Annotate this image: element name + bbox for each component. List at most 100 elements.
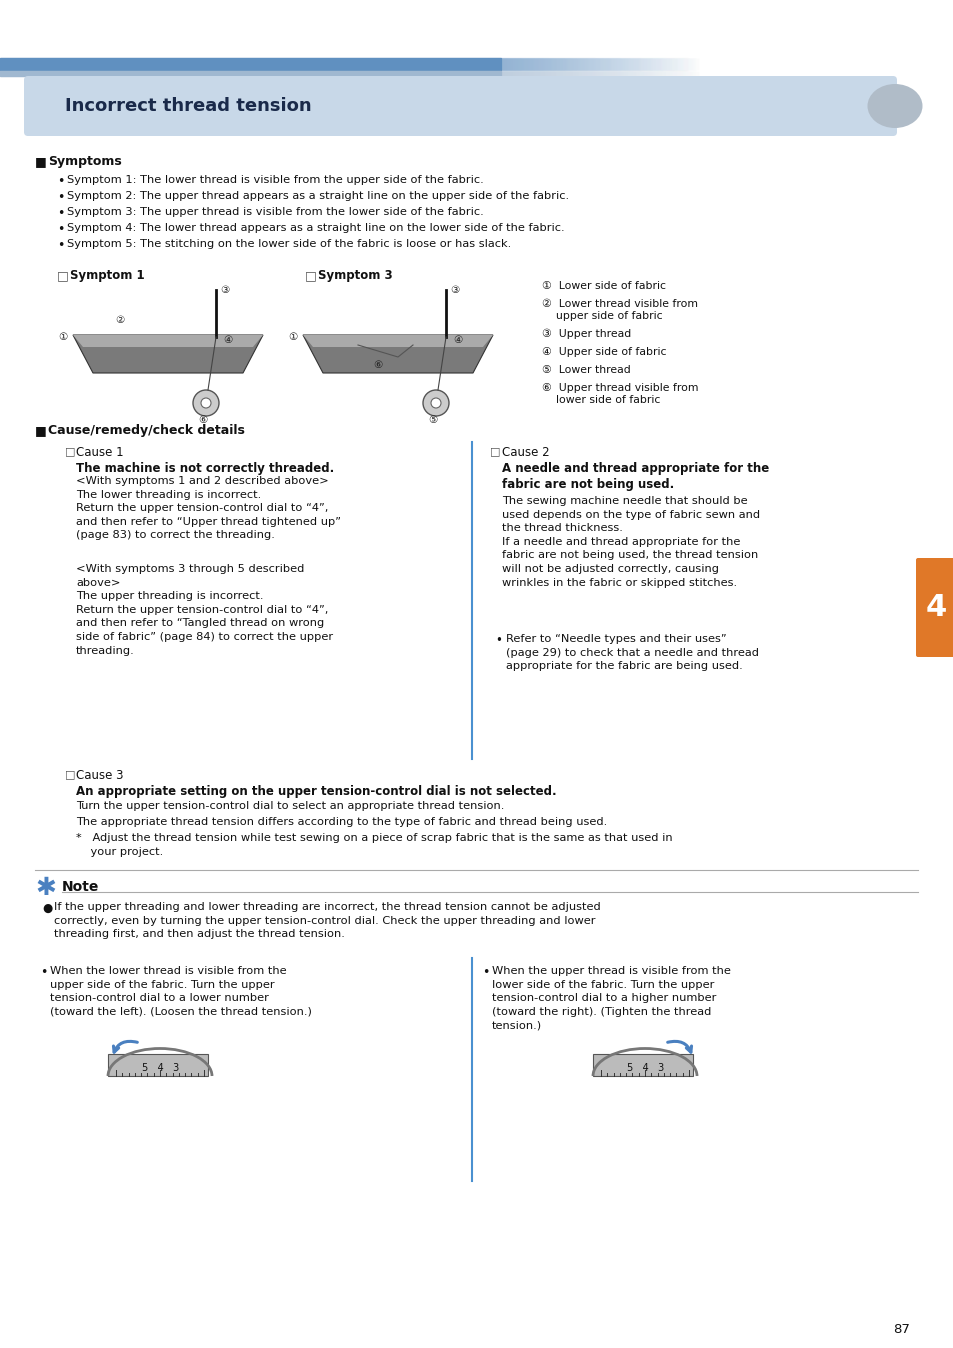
- Bar: [601, 58, 602, 70]
- Bar: [220, 58, 221, 70]
- Bar: [376, 58, 377, 70]
- Bar: [716, 71, 717, 75]
- Bar: [481, 71, 482, 75]
- Bar: [711, 58, 712, 70]
- Bar: [680, 58, 681, 70]
- Bar: [502, 71, 503, 75]
- Bar: [403, 58, 405, 70]
- Bar: [587, 71, 588, 75]
- Bar: [894, 58, 895, 70]
- Bar: [105, 58, 106, 70]
- Text: □: □: [305, 270, 316, 282]
- Bar: [832, 58, 833, 70]
- Bar: [65, 58, 66, 70]
- Bar: [292, 58, 293, 70]
- Bar: [525, 71, 526, 75]
- Bar: [816, 58, 817, 70]
- Bar: [605, 71, 606, 75]
- Bar: [566, 71, 567, 75]
- Bar: [753, 58, 754, 70]
- Bar: [837, 58, 838, 70]
- Bar: [490, 71, 491, 75]
- Bar: [123, 71, 124, 75]
- Bar: [475, 58, 476, 70]
- Bar: [186, 58, 187, 70]
- Bar: [281, 58, 282, 70]
- Bar: [374, 71, 375, 75]
- Bar: [838, 58, 840, 70]
- Bar: [507, 58, 509, 70]
- Bar: [571, 58, 572, 70]
- Bar: [870, 58, 871, 70]
- Bar: [713, 58, 714, 70]
- Bar: [9, 71, 10, 75]
- Bar: [336, 71, 337, 75]
- Bar: [663, 58, 664, 70]
- Bar: [449, 71, 450, 75]
- Bar: [469, 58, 470, 70]
- Bar: [795, 71, 796, 75]
- Bar: [800, 71, 801, 75]
- Bar: [555, 71, 556, 75]
- Bar: [352, 58, 353, 70]
- Bar: [158, 58, 159, 70]
- Bar: [721, 71, 722, 75]
- Bar: [482, 71, 483, 75]
- Bar: [824, 71, 825, 75]
- Bar: [497, 71, 498, 75]
- Bar: [147, 71, 148, 75]
- Bar: [697, 71, 698, 75]
- Bar: [286, 71, 287, 75]
- Bar: [398, 58, 399, 70]
- Bar: [793, 58, 794, 70]
- Bar: [542, 58, 543, 70]
- Bar: [277, 71, 278, 75]
- Bar: [311, 58, 312, 70]
- Bar: [746, 58, 747, 70]
- Bar: [185, 58, 186, 70]
- Bar: [387, 58, 388, 70]
- Bar: [47, 58, 48, 70]
- Bar: [142, 58, 143, 70]
- Bar: [307, 71, 308, 75]
- Bar: [206, 58, 207, 70]
- Bar: [234, 71, 235, 75]
- Bar: [169, 71, 170, 75]
- Bar: [470, 71, 471, 75]
- Bar: [83, 58, 84, 70]
- Bar: [457, 58, 458, 70]
- Bar: [295, 71, 296, 75]
- Bar: [369, 71, 370, 75]
- Bar: [35, 58, 36, 70]
- Bar: [304, 58, 305, 70]
- Bar: [784, 58, 785, 70]
- Bar: [520, 58, 521, 70]
- Bar: [49, 71, 50, 75]
- Bar: [76, 71, 77, 75]
- Bar: [631, 58, 633, 70]
- Bar: [276, 58, 277, 70]
- Bar: [387, 71, 388, 75]
- Bar: [539, 58, 540, 70]
- Bar: [148, 71, 149, 75]
- Bar: [529, 71, 530, 75]
- Bar: [269, 71, 270, 75]
- Bar: [707, 71, 708, 75]
- Bar: [857, 58, 858, 70]
- Bar: [401, 58, 402, 70]
- Bar: [111, 58, 112, 70]
- Bar: [252, 58, 253, 70]
- Bar: [154, 58, 156, 70]
- Bar: [560, 71, 561, 75]
- Bar: [454, 71, 455, 75]
- Bar: [98, 58, 99, 70]
- Bar: [411, 71, 412, 75]
- Bar: [356, 71, 357, 75]
- Bar: [407, 71, 408, 75]
- Bar: [639, 71, 640, 75]
- Bar: [895, 71, 896, 75]
- Bar: [254, 58, 255, 70]
- Bar: [287, 58, 288, 70]
- Bar: [747, 71, 748, 75]
- Bar: [444, 58, 446, 70]
